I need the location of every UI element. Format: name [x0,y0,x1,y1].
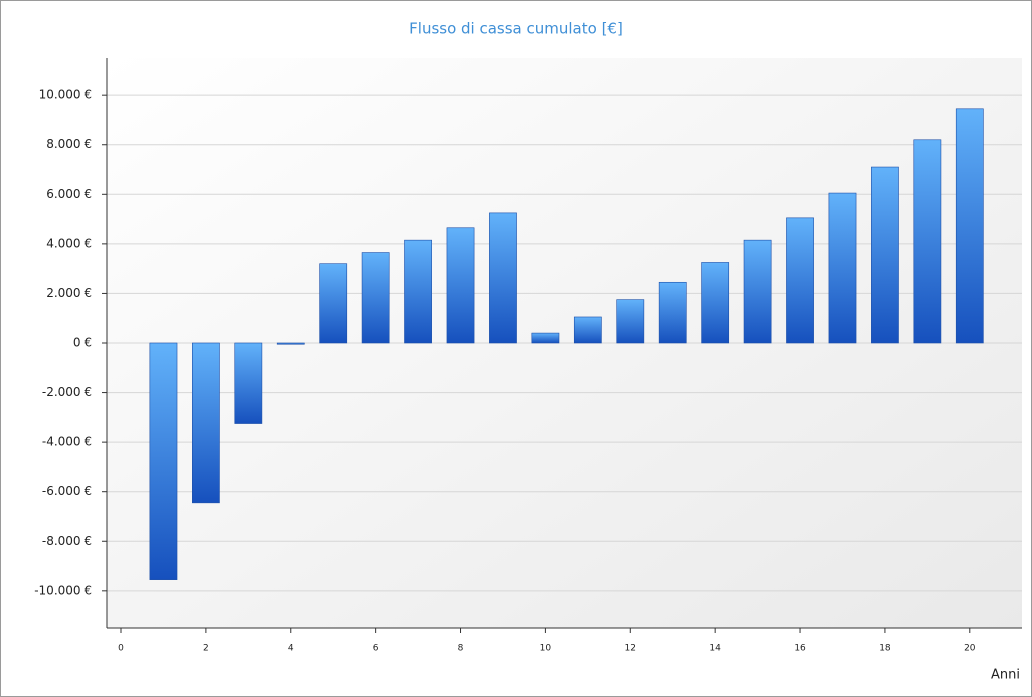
y-tick-label: -10.000 € [34,583,92,597]
x-tick-label: 6 [373,644,379,654]
y-tick-label: -2.000 € [42,385,92,399]
bar [234,342,263,424]
x-tick-label: 12 [625,644,636,654]
bar [573,316,602,344]
bar [361,252,390,344]
y-tick-label: 0 € [73,336,92,350]
bar [913,139,942,344]
bar [149,342,178,580]
bar [276,342,305,345]
y-tick-label: 6.000 € [46,187,92,201]
bar [701,262,730,344]
bar [404,239,432,344]
bar [955,108,984,344]
bar [786,217,814,344]
y-tick-label: 10.000 € [39,88,92,102]
bar [192,342,220,504]
x-tick-label: 18 [879,644,891,654]
x-tick-label: 8 [458,644,464,654]
x-tick-label: 14 [709,644,721,654]
bar [658,281,687,344]
y-tick-label: 2.000 € [46,286,92,300]
x-tick-label: 2 [203,644,209,654]
bar [446,227,475,344]
y-tick-label: 8.000 € [46,137,92,151]
chart-title: Flusso di cassa cumulato [€] [409,20,623,38]
x-tick-label: 10 [540,644,552,654]
bar [871,166,899,344]
x-axis-label: Anni [991,668,1020,683]
y-tick-label: -6.000 € [42,484,92,498]
bar [489,212,517,344]
x-tick-label: 20 [964,644,976,654]
y-tick-label: 4.000 € [46,236,92,250]
bar [616,299,645,344]
bar [531,332,560,344]
y-tick-label: -4.000 € [42,435,92,449]
bar [743,239,772,344]
bar [828,192,857,344]
x-tick-label: 16 [794,644,806,654]
x-tick-label: 4 [288,644,294,654]
bar [319,263,348,344]
x-tick-label: 0 [118,644,124,654]
y-tick-label: -8.000 € [42,534,92,548]
